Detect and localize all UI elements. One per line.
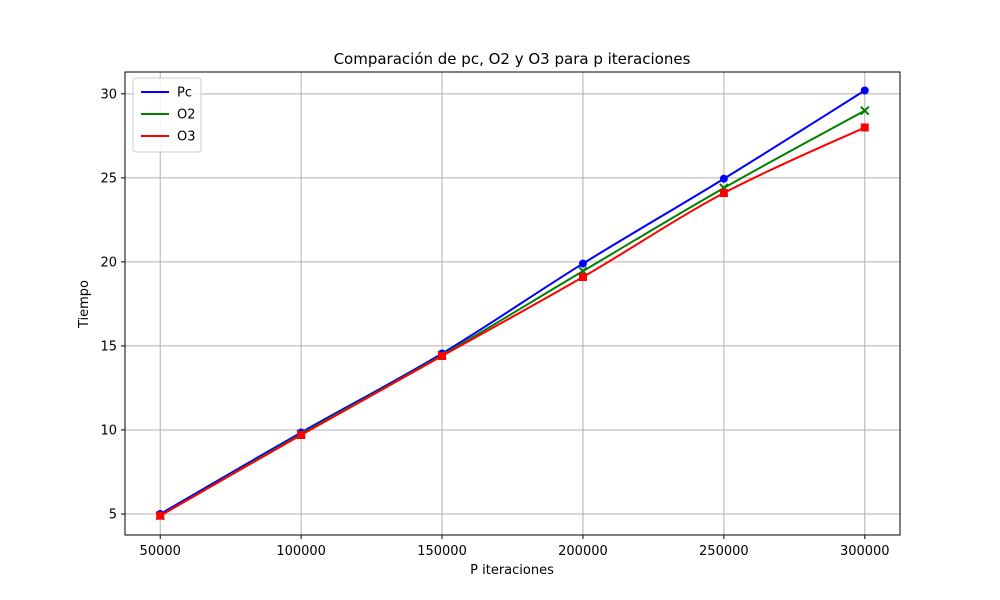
y-tick-label: 30 bbox=[100, 87, 117, 102]
x-tick-label: 250000 bbox=[699, 544, 749, 559]
x-tick-label: 100000 bbox=[276, 544, 326, 559]
x-tick-label: 50000 bbox=[140, 544, 181, 559]
y-tick-label: 5 bbox=[109, 507, 117, 522]
o3-series-line bbox=[159, 126, 866, 517]
series-group bbox=[155, 86, 870, 521]
x-tick-label: 200000 bbox=[558, 544, 608, 559]
o2-data-point bbox=[860, 105, 870, 116]
o3-data-point bbox=[578, 273, 587, 282]
plot-area-frame bbox=[124, 71, 901, 536]
o3-data-point bbox=[438, 352, 447, 361]
y-tick-label: 15 bbox=[100, 339, 117, 354]
y-axis-title: Tiempo bbox=[77, 280, 92, 329]
legend-label-o2: O2 bbox=[177, 108, 196, 123]
o3-data-point bbox=[860, 123, 869, 132]
o3-data-point bbox=[719, 189, 728, 198]
legend-label-pc: Pc bbox=[177, 86, 192, 101]
legend: Pc O2 O3 bbox=[132, 77, 202, 153]
x-axis-title: P iteraciones bbox=[470, 563, 554, 578]
pc-series-line bbox=[159, 89, 866, 515]
x-tick-label: 150000 bbox=[417, 544, 467, 559]
grid bbox=[125, 72, 900, 535]
o3-data-point bbox=[297, 431, 306, 440]
o3-data-point bbox=[156, 511, 165, 520]
legend-label-o3: O3 bbox=[177, 130, 196, 145]
x-tick-label: 300000 bbox=[840, 544, 890, 559]
chart-title: Comparación de pc, O2 y O3 para p iterac… bbox=[334, 50, 691, 68]
pc-data-point bbox=[578, 259, 587, 268]
y-tick-label: 10 bbox=[100, 423, 117, 438]
pc-data-point bbox=[719, 174, 728, 183]
pc-data-point bbox=[860, 86, 869, 95]
y-tick-label: 25 bbox=[100, 171, 117, 186]
y-tick-label: 20 bbox=[100, 255, 117, 270]
axis-ticks: 50000 100000 150000 200000 250000 300000 5 10 15… bbox=[100, 87, 889, 559]
